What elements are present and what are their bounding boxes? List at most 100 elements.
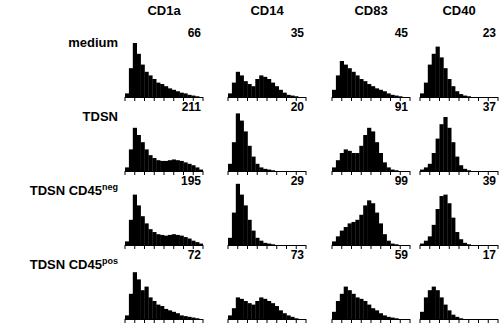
histogram-bin: [259, 167, 263, 171]
axis-tick: [203, 171, 204, 175]
axis-tick: [371, 97, 372, 101]
histogram-bin: [302, 319, 306, 320]
axis-tick: [154, 97, 155, 101]
histogram-bin: [267, 301, 271, 319]
axis-tick: [361, 245, 362, 249]
histogram-bin: [375, 213, 379, 245]
histogram-bin: [267, 244, 271, 245]
axis-tick: [371, 319, 372, 323]
histogram-bin: [290, 245, 294, 246]
histogram-bin: [271, 170, 275, 171]
axis-tick: [257, 97, 258, 101]
histogram-bin: [152, 79, 156, 97]
axis-tick: [439, 319, 440, 323]
axis-tick: [332, 97, 333, 101]
histogram-bin: [443, 68, 447, 97]
histogram-bin: [424, 297, 428, 319]
axis-tick: [478, 319, 479, 323]
histogram-bin: [168, 88, 172, 97]
histogram-bin: [168, 235, 172, 245]
axis-tick: [306, 171, 307, 175]
axis-tick: [276, 319, 277, 323]
histogram-bin: [148, 229, 152, 245]
histogram-bin: [371, 308, 375, 319]
histogram-bin: [232, 213, 236, 245]
histogram-bin: [355, 153, 359, 171]
histogram-bin: [145, 149, 149, 171]
axis-tick: [144, 245, 145, 249]
histogram-bin: [195, 96, 199, 97]
histogram: [332, 61, 403, 97]
histogram-bin: [180, 93, 184, 97]
histogram-bin: [168, 310, 172, 319]
column-header: CD1a: [147, 3, 181, 18]
axis-tick: [173, 97, 174, 101]
axis-tick: [498, 97, 499, 101]
histogram-bin: [145, 287, 149, 319]
histogram-bin: [141, 290, 145, 319]
histogram-bin: [344, 149, 348, 171]
axis-tick: [390, 171, 391, 175]
histogram-bin: [228, 93, 232, 97]
histogram-bin: [172, 312, 176, 319]
axis-tick: [410, 97, 411, 101]
histogram-bin: [129, 149, 133, 171]
histogram-bin: [164, 236, 168, 245]
histogram-bin: [455, 157, 459, 171]
histogram-bin: [402, 97, 406, 98]
mfi-value: 29: [291, 174, 305, 188]
histogram-bin: [383, 234, 387, 245]
histogram: [420, 287, 463, 319]
histogram-bin: [340, 153, 344, 171]
axis-tick: [203, 319, 204, 323]
histogram-bin: [152, 158, 156, 171]
histogram-bin: [406, 171, 410, 172]
histogram-bin: [168, 160, 172, 171]
histogram-bin: [363, 205, 367, 245]
row-label-text: TDSN CD45: [30, 183, 102, 198]
axis-tick: [125, 319, 126, 323]
axis-tick: [193, 319, 194, 323]
histogram-bin: [428, 290, 432, 319]
histogram-bin: [475, 319, 479, 320]
histogram: [125, 272, 199, 319]
histogram-bin: [244, 81, 248, 97]
axis-tick: [449, 319, 450, 323]
mfi-value: 37: [483, 100, 497, 114]
row-label: TDSN: [83, 109, 118, 124]
histogram-bin: [240, 75, 244, 97]
axis-tick: [228, 171, 229, 175]
axis-tick: [134, 97, 135, 101]
histogram-bin: [432, 225, 436, 245]
histogram-bin: [191, 318, 195, 319]
histogram-bin: [459, 318, 463, 319]
histogram-bin: [232, 83, 236, 97]
histogram-bin: [344, 287, 348, 319]
histogram-bin: [228, 238, 232, 245]
histogram-bin: [332, 312, 336, 319]
histogram-bin: [332, 241, 336, 245]
histogram-bin: [302, 97, 306, 98]
histogram-bin: [228, 315, 232, 319]
histogram-bin: [137, 205, 141, 245]
histogram-bin: [367, 128, 371, 171]
histogram-bin: [420, 93, 424, 97]
axis-tick: [498, 171, 499, 175]
axis-tick: [154, 171, 155, 175]
histogram-bin: [432, 287, 436, 319]
histogram-bin: [379, 153, 383, 171]
mfi-value: 59: [395, 248, 409, 262]
axis-tick: [390, 97, 391, 101]
histogram-bin: [255, 164, 259, 171]
histogram-bin: [494, 245, 498, 246]
histogram-bin: [494, 171, 498, 172]
histogram-bin: [255, 301, 259, 319]
histogram-bin: [302, 245, 306, 246]
histogram-bin: [148, 297, 152, 319]
histogram-bin: [283, 171, 287, 172]
axis-tick: [439, 97, 440, 101]
axis-tick: [267, 97, 268, 101]
histogram-bin: [475, 245, 479, 246]
histogram-bin: [279, 310, 283, 319]
histogram-bin: [486, 245, 490, 246]
